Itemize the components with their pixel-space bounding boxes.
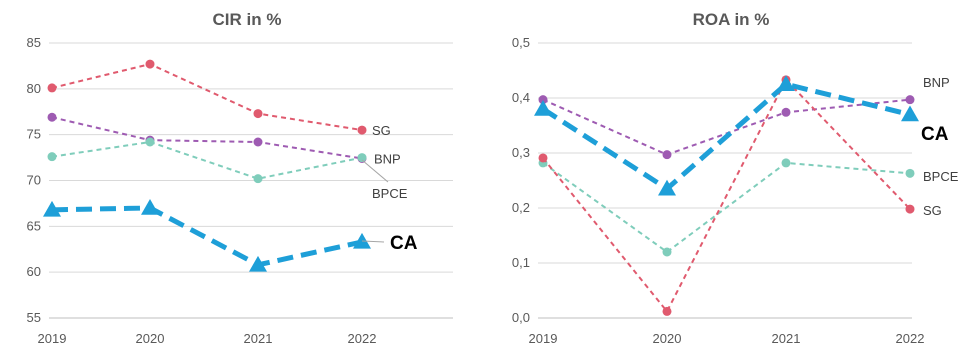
data-point <box>777 75 795 91</box>
series-line <box>51 63 363 132</box>
data-point <box>353 232 371 249</box>
series-ca: CA <box>43 199 418 272</box>
series-label: BPCE <box>372 186 408 201</box>
label-leader-line <box>361 159 389 183</box>
series-ca: CA <box>534 75 949 196</box>
series-bpce: BPCE <box>538 158 959 257</box>
data-point <box>253 109 263 119</box>
data-point <box>47 152 57 162</box>
x-tick-label: 2019 <box>38 331 67 346</box>
y-tick-label: 55 <box>27 310 41 325</box>
y-tick-label: 80 <box>27 81 41 96</box>
data-point <box>145 59 155 69</box>
chart-title: CIR in % <box>213 10 282 29</box>
data-point <box>658 179 676 196</box>
data-point <box>357 153 367 163</box>
y-tick-label: 65 <box>27 218 41 233</box>
data-point <box>253 174 263 184</box>
y-tick-label: 0,4 <box>512 90 530 105</box>
x-tick-label: 2020 <box>653 331 682 346</box>
x-tick-label: 2019 <box>529 331 558 346</box>
series-line <box>51 141 363 180</box>
series-label: BNP <box>923 75 950 90</box>
data-point <box>43 200 61 217</box>
data-point <box>538 95 548 105</box>
data-point <box>905 95 915 105</box>
series-label: CA <box>921 124 949 145</box>
series-label: SG <box>372 123 391 138</box>
series-sg: SG <box>538 75 942 316</box>
series-line <box>542 161 911 253</box>
data-point <box>901 105 919 122</box>
data-point <box>141 199 159 215</box>
series-label: BNP <box>374 152 401 167</box>
x-tick-label: 2022 <box>896 331 925 346</box>
series-line <box>542 98 911 156</box>
gridlines <box>49 42 453 319</box>
y-tick-label: 0,2 <box>512 200 530 215</box>
data-point <box>253 137 263 147</box>
y-tick-label: 0,0 <box>512 310 530 325</box>
data-point <box>905 204 915 214</box>
x-tick-label: 2020 <box>136 331 165 346</box>
data-point <box>781 107 791 117</box>
series-bnp: BNP <box>538 75 950 160</box>
series-label: CA <box>390 233 418 254</box>
series-line <box>542 78 911 313</box>
data-point <box>662 150 672 160</box>
label-leader-line <box>361 240 385 243</box>
data-point <box>249 255 267 272</box>
series-bnp: BNP <box>47 112 401 167</box>
x-tick-label: 2022 <box>348 331 377 346</box>
y-tick-label: 60 <box>27 264 41 279</box>
cir-chart: CIR in % 55 60 65 70 75 80 85 2019 2020 2021 2022 S… <box>27 10 453 346</box>
data-point <box>145 137 155 147</box>
data-point <box>357 125 367 135</box>
series-bpce: BPCE <box>47 137 408 201</box>
series-line <box>51 116 363 160</box>
gridlines <box>538 42 912 319</box>
series-label: BPCE <box>923 169 959 184</box>
chart-title: ROA in % <box>693 10 770 29</box>
data-point <box>662 306 672 316</box>
data-point <box>47 112 57 122</box>
x-tick-label: 2021 <box>772 331 801 346</box>
y-tick-label: 70 <box>27 173 41 188</box>
data-point <box>781 158 791 168</box>
y-tick-label: 0,1 <box>512 255 530 270</box>
x-tick-label: 2021 <box>244 331 273 346</box>
data-point <box>538 153 548 163</box>
data-point <box>905 168 915 178</box>
y-tick-label: 85 <box>27 35 41 50</box>
series-label: SG <box>923 203 942 218</box>
series-sg: SG <box>47 59 391 138</box>
data-point <box>534 100 552 116</box>
y-tick-label: 0,3 <box>512 145 530 160</box>
y-tick-label: 75 <box>27 127 41 142</box>
y-tick-label: 0,5 <box>512 35 530 50</box>
series-line <box>51 205 363 268</box>
data-point <box>662 247 672 257</box>
data-point <box>47 83 57 93</box>
series-line <box>541 81 911 192</box>
roa-chart: ROA in % 0,0 0,1 0,2 0,3 0,4 0,5 2019 2020 2021 2… <box>512 10 959 346</box>
